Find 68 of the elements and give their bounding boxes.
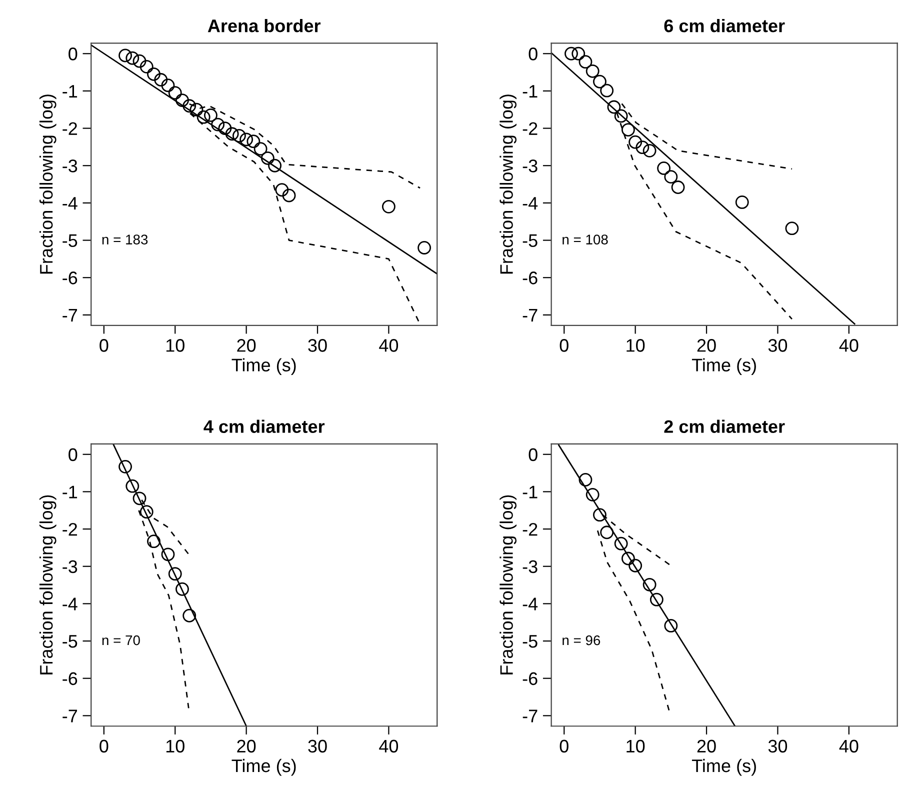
x-axis-title: Time (s)	[232, 358, 296, 376]
y-tick-label: -3	[522, 560, 538, 574]
x-tick-label: 10	[166, 339, 184, 352]
x-tick-label: 30	[308, 339, 327, 352]
x-tick-label: 30	[308, 740, 327, 753]
y-tick-label: -6	[522, 672, 538, 686]
y-tick-label: -6	[62, 672, 78, 686]
chart-title: 6 cm diameter	[664, 18, 785, 32]
y-tick-label: 0	[68, 448, 78, 462]
y-tick-label: 0	[528, 448, 538, 462]
y-tick-label: -1	[62, 85, 78, 98]
x-tick-label: 40	[379, 339, 398, 352]
y-axis-title: Fraction following (log)	[39, 94, 56, 274]
annotation: n = 183	[102, 234, 148, 244]
y-axis-title: Fraction following (log)	[500, 94, 517, 274]
x-tick-label: 10	[626, 740, 645, 753]
y-tick-label: -4	[62, 197, 78, 210]
x-tick-label: 0	[560, 339, 568, 352]
y-tick-label: -2	[62, 522, 77, 536]
annotation: n = 108	[562, 234, 608, 244]
y-tick-label: -5	[522, 234, 538, 247]
y-tick-label: -4	[522, 598, 538, 610]
y-tick-label: -1	[62, 486, 78, 498]
y-tick-label: -2	[522, 122, 538, 135]
y-tick-label: -6	[522, 272, 538, 284]
chart-title: 4 cm diameter	[204, 420, 325, 433]
x-tick-label: 20	[237, 339, 256, 352]
x-tick-label: 40	[839, 740, 858, 753]
x-tick-label: 10	[166, 740, 184, 753]
y-tick-label: -5	[62, 234, 78, 247]
y-tick-label: -1	[522, 486, 538, 498]
y-tick-label: -7	[522, 710, 538, 722]
x-tick-label: 30	[768, 339, 788, 352]
y-tick-label: -7	[522, 309, 538, 322]
x-tick-label: 20	[697, 740, 716, 753]
x-tick-label: 30	[768, 740, 788, 753]
y-axis-title: Fraction following (log)	[39, 495, 56, 674]
y-tick-label: -7	[62, 309, 77, 322]
y-tick-label: -6	[62, 272, 78, 284]
y-tick-label: 0	[68, 48, 78, 60]
y-tick-label: 0	[528, 48, 538, 60]
annotation: n = 96	[562, 635, 600, 646]
y-tick-label: -2	[62, 122, 77, 135]
y-tick-label: -1	[522, 85, 538, 98]
y-tick-label: -4	[522, 197, 538, 210]
x-tick-label: 0	[100, 740, 108, 753]
x-tick-label: 0	[100, 339, 108, 352]
chart-title: Arena border	[208, 18, 321, 32]
chart-title: 2 cm diameter	[664, 420, 785, 433]
x-tick-label: 0	[560, 740, 568, 753]
y-tick-label: -7	[62, 710, 77, 722]
x-tick-label: 10	[626, 339, 645, 352]
x-axis-title: Time (s)	[692, 358, 756, 376]
x-tick-label: 40	[379, 740, 398, 753]
y-tick-label: -2	[522, 522, 538, 536]
x-axis-title: Time (s)	[232, 758, 296, 776]
y-tick-label: -4	[62, 598, 78, 610]
y-tick-label: -5	[522, 635, 538, 648]
x-axis-title: Time (s)	[692, 758, 756, 776]
x-tick-label: 40	[839, 339, 858, 352]
y-tick-label: -3	[62, 560, 78, 574]
x-tick-label: 20	[697, 339, 716, 352]
y-tick-label: -3	[62, 160, 78, 172]
x-tick-label: 20	[237, 740, 256, 753]
y-tick-label: -3	[522, 160, 538, 172]
annotation: n = 70	[102, 635, 140, 646]
y-axis-title: Fraction following (log)	[500, 495, 517, 674]
y-tick-label: -5	[62, 635, 78, 648]
